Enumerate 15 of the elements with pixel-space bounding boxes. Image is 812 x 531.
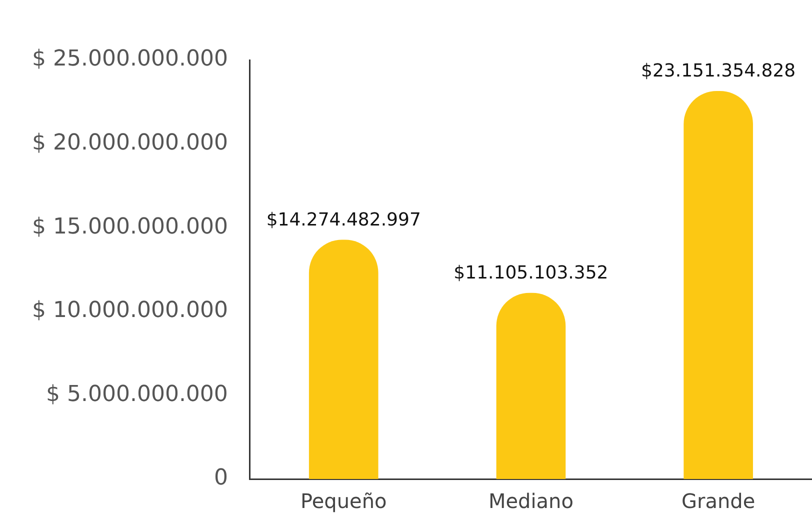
y-tick-label: $ 10.000.000.000 <box>32 298 228 324</box>
x-tick-label: Mediano <box>488 489 574 514</box>
bar <box>308 240 378 479</box>
y-tick-label: $ 25.000.000.000 <box>32 46 228 72</box>
y-tick-label: $ 15.000.000.000 <box>32 214 228 240</box>
data-label: $23.151.354.828 <box>641 60 796 82</box>
data-label: $14.274.482.997 <box>266 209 421 230</box>
x-tick-label: Grande <box>681 489 756 514</box>
bar <box>496 292 566 479</box>
x-tick-label: Pequeño <box>300 489 387 514</box>
y-tick-label: 0 <box>214 466 228 491</box>
bar <box>684 90 753 479</box>
y-tick-label: $ 20.000.000.000 <box>32 130 228 156</box>
y-tick-label: $ 5.000.000.000 <box>46 382 228 407</box>
data-label: $11.105.103.352 <box>454 262 608 284</box>
